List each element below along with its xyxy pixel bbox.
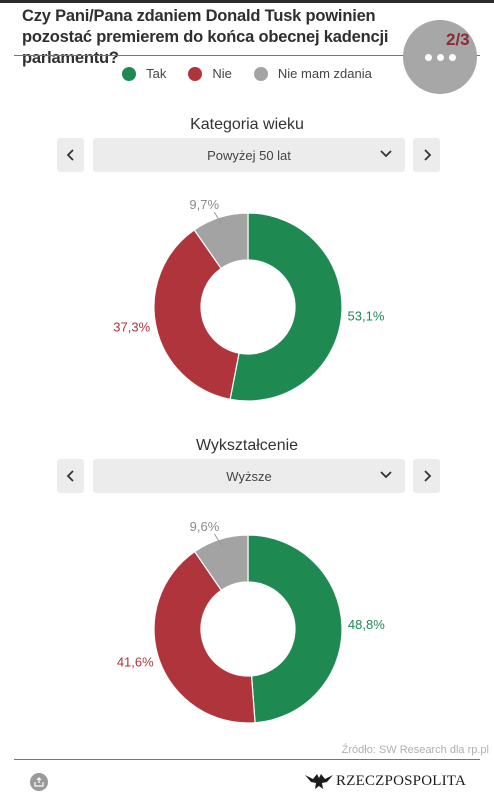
leader-line-nie-mam-zdania — [213, 211, 223, 226]
donut-chart-education-svg: 48,8% 41,6% 9,6% — [117, 519, 385, 724]
donut-chart-age-svg: 53,1% 37,3% 9,7% — [113, 197, 385, 402]
chevron-left-icon — [66, 470, 74, 482]
source-note: Źródło: SW Research dla rp.pl — [341, 744, 489, 756]
prev-age-button[interactable] — [57, 138, 84, 172]
age-select[interactable]: Powyżej 50 lat — [93, 138, 405, 172]
donut-slice-tak[interactable] — [247, 534, 343, 724]
header-divider — [14, 55, 480, 56]
legend-swatch-tak — [122, 66, 137, 81]
legend-label-tak: Tak — [146, 66, 167, 81]
page-indicator: 2/3 — [446, 30, 470, 49]
slice-label-tak: 53,1% — [348, 309, 385, 324]
leader-line-nie-mam-zdania — [214, 533, 223, 548]
education-select[interactable]: Wyższe — [93, 459, 405, 493]
section-title-education: Wykształcenie — [195, 437, 299, 454]
chevron-down-icon — [380, 471, 392, 479]
legend-item-tak[interactable]: Tak — [122, 66, 166, 81]
donut-slice-nie[interactable] — [153, 229, 240, 400]
brand-name: RZECZPOSPOLITA — [336, 772, 466, 789]
slice-label-nie: 41,6% — [117, 654, 154, 669]
education-select-value: Wyższe — [226, 468, 272, 484]
legend-item-nie[interactable]: Nie — [188, 66, 232, 81]
legend-item-nie-mam-zdania[interactable]: Nie mam zdania — [253, 66, 372, 81]
next-age-button[interactable] — [413, 138, 440, 172]
section-title-age: Kategoria wieku — [190, 116, 304, 133]
top-rule — [0, 0, 494, 3]
slice-label-nie-mam-zdania: 9,6% — [190, 519, 220, 534]
slice-label-nie: 37,3% — [113, 320, 150, 335]
footer-divider — [14, 759, 480, 760]
eagle-logo-icon — [305, 774, 334, 789]
prev-education-button[interactable] — [57, 459, 84, 493]
donut-slice-nie[interactable] — [153, 550, 256, 724]
donut-chart-education: 48,8% 41,6% 9,6% — [0, 510, 494, 750]
menu-button[interactable] — [403, 20, 477, 94]
donut-slice-tak[interactable] — [229, 212, 343, 402]
legend-label-nie-mam-zdania: Nie mam zdania — [277, 66, 372, 81]
age-select-value: Powyżej 50 lat — [207, 147, 291, 163]
slice-label-tak: 48,8% — [348, 617, 385, 632]
legend-label-nie: Nie — [212, 66, 232, 81]
legend-swatch-nie — [188, 66, 203, 81]
donut-slice-nie-mam-zdania[interactable] — [193, 534, 249, 592]
more-dots-icon — [424, 53, 456, 61]
chevron-right-icon — [423, 470, 431, 482]
next-education-button[interactable] — [413, 459, 440, 493]
slice-label-nie-mam-zdania: 9,7% — [189, 197, 219, 212]
chevron-left-icon — [66, 149, 74, 161]
brand-logo: RZECZPOSPOLITA — [304, 771, 466, 791]
donut-slice-nie-mam-zdania[interactable] — [193, 212, 249, 270]
chevron-down-icon — [380, 150, 392, 158]
donut-chart-age: 53,1% 37,3% 9,7% — [0, 188, 494, 428]
page-title: Czy Pani/Pana zdaniem Donald Tusk powini… — [22, 7, 389, 67]
legend: Tak Nie Nie mam zdania — [0, 66, 494, 81]
share-button[interactable] — [30, 773, 48, 791]
chevron-right-icon — [423, 149, 431, 161]
legend-swatch-nie-mam-zdania — [253, 66, 268, 81]
share-icon — [34, 777, 44, 787]
